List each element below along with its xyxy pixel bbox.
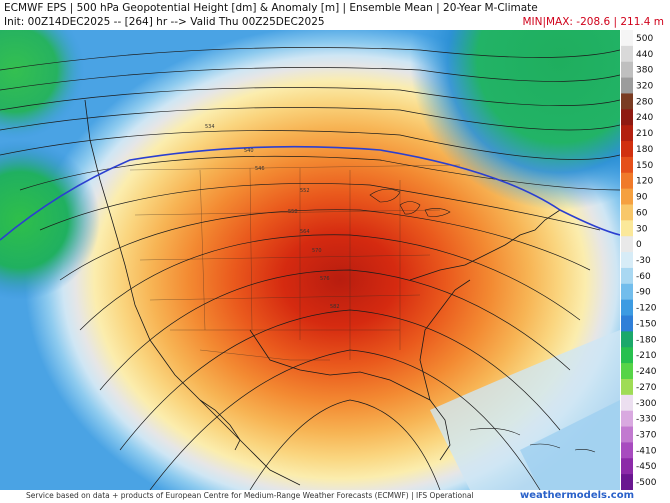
contour-label: 570 (312, 248, 322, 254)
colorbar-label: 90 (636, 193, 648, 203)
colorbar-label: -270 (636, 383, 657, 393)
colorbar-label: 150 (636, 161, 653, 171)
colorbar-label: -300 (636, 399, 657, 409)
colorbar-swatch (621, 442, 633, 459)
colorbar-swatch (621, 299, 633, 317)
brand-link[interactable]: weathermodels.com (519, 490, 634, 501)
colorbar-swatch (621, 172, 633, 190)
colorbar-label: -30 (636, 256, 651, 266)
colorbar-label: 120 (636, 177, 653, 187)
colorbar-swatch (621, 315, 633, 332)
colorbar-label: 210 (636, 129, 653, 139)
anomaly-map: 534 540 546 552 558 564 570 576 582 (0, 30, 620, 490)
colorbar-label: 320 (636, 82, 653, 92)
colorbar-swatch (621, 125, 633, 142)
colorbar-swatch (621, 394, 633, 412)
colorbar-label: -90 (636, 288, 651, 298)
colorbar-swatch (621, 220, 633, 237)
colorbar-swatch (621, 331, 633, 348)
colorbar-label: -240 (636, 367, 657, 377)
colorbar-swatch (621, 347, 633, 364)
colorbar-swatch (621, 474, 633, 491)
colorbar-label: 280 (636, 97, 653, 107)
height-contours (0, 47, 620, 490)
colorbar-label: 440 (636, 50, 653, 60)
colorbar-label: -450 (636, 462, 657, 472)
colorbar-swatch (621, 156, 633, 174)
colorbar-label: 180 (636, 145, 653, 155)
colorbar-label: 500 (636, 34, 653, 44)
colorbar-label: -210 (636, 351, 657, 361)
colorbar-swatch (621, 30, 633, 47)
colorbar-swatch (621, 283, 633, 301)
colorbar-label: -370 (636, 430, 657, 440)
contour-label: 582 (330, 304, 340, 310)
colorbar-swatch (621, 426, 633, 443)
colorbar-swatch (621, 188, 633, 205)
map-canvas: 534 540 546 552 558 564 570 576 582 (0, 30, 620, 490)
colorbar-label: 240 (636, 113, 653, 123)
colorbar-swatch (621, 410, 633, 428)
colorbar-swatch (621, 204, 633, 221)
colorbar-label: -330 (636, 415, 657, 425)
contour-label: 576 (320, 276, 330, 282)
data-credit: Service based on data + products of Euro… (26, 491, 474, 500)
contour-label: 564 (300, 229, 310, 235)
trough-northwest (0, 30, 110, 150)
colorbar-swatch (621, 93, 633, 110)
contour-540-highlight (0, 145, 620, 241)
colorbar-label: -500 (636, 478, 657, 488)
contour-label: 552 (300, 188, 310, 194)
great-lakes (369, 188, 451, 217)
colorbar-swatch (621, 45, 633, 63)
colorbar-label: -180 (636, 335, 657, 345)
colorbar-label: -60 (636, 272, 651, 282)
contour-label-group: 534 540 546 552 558 564 570 576 582 (205, 124, 340, 310)
colorbar-label: -120 (636, 304, 657, 314)
colorbar-swatch (621, 378, 633, 396)
colorbar-swatch (621, 458, 633, 475)
colorbar-swatch (621, 77, 633, 94)
contour-label: 534 (205, 124, 215, 130)
contour-label: 546 (255, 166, 265, 172)
colorbar-swatch (621, 363, 633, 380)
init-valid-line: Init: 00Z14DEC2025 -- [264] hr --> Valid… (4, 16, 325, 28)
colorbar-swatch (621, 236, 633, 253)
footer: Service based on data + products of Euro… (0, 490, 670, 503)
colorbar-label: 0 (636, 240, 642, 250)
colorbar-swatch (621, 267, 633, 285)
colorbar-label: 380 (636, 66, 653, 76)
colorbar: 500 440 380 320 280 240 210 180 150 120 90 60 30 0 -30… (621, 30, 670, 491)
state-borders (129, 164, 461, 361)
contour-label: 540 (244, 148, 254, 154)
map-title: ECMWF EPS | 500 hPa Geopotential Height … (4, 2, 538, 14)
colorbar-swatch (621, 252, 633, 269)
colorbar-swatch (621, 61, 633, 79)
colorbar-label: -410 (636, 446, 657, 456)
colorbar-swatch (621, 109, 633, 126)
min-max-readout: MIN|MAX: -208.6 | 211.4 m (522, 16, 664, 28)
caribbean-islands (469, 428, 596, 453)
colorbar-svg: 500 440 380 320 280 240 210 180 150 120 90 60 30 0 -30… (621, 30, 657, 491)
colorbar-label: 60 (636, 208, 648, 218)
colorbar-label: 30 (636, 224, 648, 234)
colorbar-label: -150 (636, 319, 657, 329)
colorbar-swatch (621, 141, 633, 158)
anomaly-caribbean (520, 400, 620, 490)
contour-label: 558 (288, 209, 298, 215)
